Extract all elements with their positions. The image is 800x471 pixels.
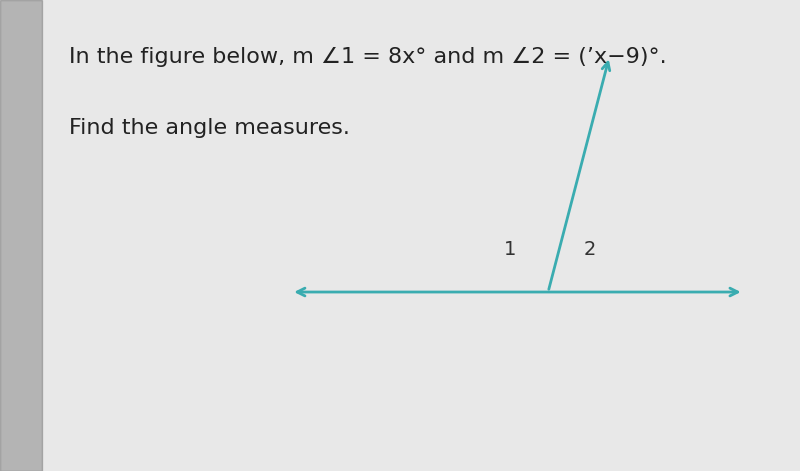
Text: 2: 2 [584, 240, 597, 259]
Text: In the figure below, m ∠1 = 8x° and m ∠2 = (’x−9)°.: In the figure below, m ∠1 = 8x° and m ∠2… [69, 47, 666, 67]
Text: 1: 1 [503, 240, 516, 259]
Text: Find the angle measures.: Find the angle measures. [69, 118, 350, 138]
Bar [0, 0, 42, 471]
